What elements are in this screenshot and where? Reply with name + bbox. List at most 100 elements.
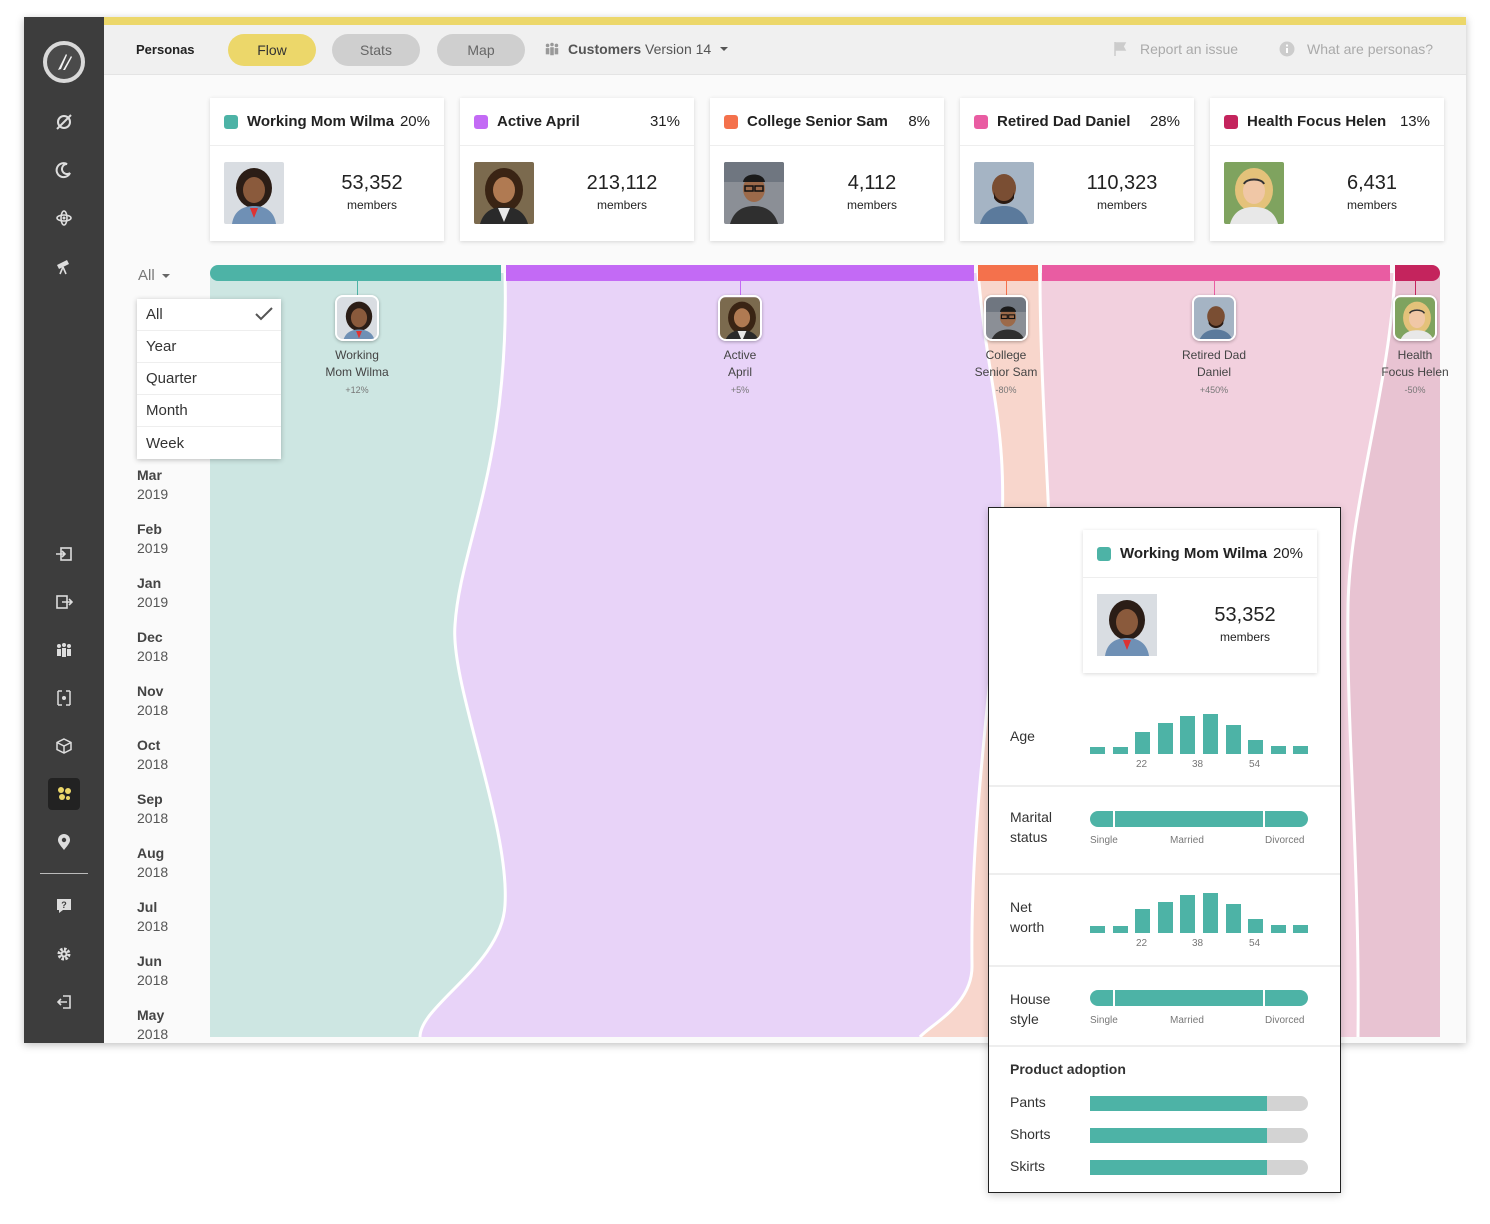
timeline-month: Jun 2018: [137, 952, 197, 990]
marital-status-bar[interactable]: [1090, 811, 1308, 827]
avatar: [1224, 162, 1284, 224]
flow-segment[interactable]: [978, 265, 1038, 281]
marker-label-line2: Daniel: [1196, 365, 1232, 379]
location-pin-icon[interactable]: [52, 830, 76, 854]
personas-icon[interactable]: [52, 782, 76, 806]
persona-marker[interactable]: Health Focus Helen -50%: [1365, 295, 1465, 399]
avatar: [974, 162, 1034, 224]
period-selector[interactable]: All: [138, 267, 171, 284]
histogram-bar[interactable]: [1203, 714, 1218, 754]
telescope-icon[interactable]: [52, 254, 76, 278]
histogram-bar[interactable]: [1090, 747, 1105, 754]
marker-label-line2: Senior Sam: [974, 365, 1038, 379]
flow-stream-helen: [1347, 273, 1440, 1037]
house-style-bar[interactable]: [1090, 990, 1308, 1006]
flow-segment[interactable]: [1042, 265, 1390, 281]
adoption-bar[interactable]: [1090, 1096, 1308, 1111]
persona-marker[interactable]: Working Mom Wilma +12%: [307, 295, 407, 399]
histogram-bar[interactable]: [1293, 746, 1309, 754]
export-icon[interactable]: [52, 590, 76, 614]
settings-icon[interactable]: [52, 942, 76, 966]
histogram-bar[interactable]: [1157, 902, 1173, 933]
persona-name: Health Focus Helen: [1247, 113, 1387, 130]
card-header: Working Mom Wilma 20%: [210, 98, 444, 146]
persona-card[interactable]: Active April 31% 213,112 members: [460, 98, 694, 241]
period-option-week[interactable]: Week: [137, 427, 281, 459]
persona-card[interactable]: Working Mom Wilma 20% 53,352 members: [210, 98, 444, 241]
age-label: Age: [1010, 728, 1035, 744]
dataset-selector[interactable]: Customers Version 14: [544, 41, 729, 57]
segment-divider: [1113, 990, 1115, 1006]
help-icon[interactable]: ?: [52, 894, 76, 918]
moon-icon[interactable]: [52, 158, 76, 182]
histogram-bar[interactable]: [1248, 740, 1264, 754]
flow-stream-april: [420, 273, 1003, 1037]
month-name: Oct: [137, 737, 161, 753]
histogram-bar[interactable]: [1270, 746, 1286, 754]
sidebar-active-highlight: [48, 778, 80, 810]
period-option-year[interactable]: Year: [137, 331, 281, 363]
period-option-quarter[interactable]: Quarter: [137, 363, 281, 395]
flow-segment[interactable]: [506, 265, 974, 281]
popup-persona-card[interactable]: Working Mom Wilma 20% 53,352 members: [1083, 530, 1317, 673]
rocket-slash-icon[interactable]: [52, 110, 76, 134]
month-year: 2018: [137, 918, 169, 934]
histogram-bar[interactable]: [1248, 919, 1264, 933]
period-option-all[interactable]: All: [137, 299, 281, 331]
histogram-bar[interactable]: [1225, 725, 1241, 754]
adoption-bar-fill: [1090, 1096, 1267, 1111]
histogram-bar[interactable]: [1112, 926, 1128, 933]
persona-card[interactable]: Health Focus Helen 13% 6,431 members: [1210, 98, 1444, 241]
flag-icon: [1114, 42, 1127, 56]
histogram-bar[interactable]: [1180, 895, 1196, 933]
histogram-bar[interactable]: [1293, 925, 1309, 933]
histogram-bar[interactable]: [1203, 893, 1218, 933]
histogram-bar[interactable]: [1180, 716, 1196, 754]
tab-stats[interactable]: Stats: [332, 34, 420, 66]
tab-flow[interactable]: Flow: [228, 34, 316, 66]
adoption-bar[interactable]: [1090, 1160, 1308, 1175]
report-issue-label: Report an issue: [1140, 41, 1239, 57]
transform-icon[interactable]: [52, 686, 76, 710]
avatar: [474, 162, 534, 224]
marker-label-line2: Mom Wilma: [325, 365, 389, 379]
persona-marker[interactable]: Retired Dad Daniel +450%: [1164, 295, 1264, 399]
persona-card[interactable]: College Senior Sam 8% 4,112 members: [710, 98, 944, 241]
logout-icon[interactable]: [52, 990, 76, 1014]
histogram-bar[interactable]: [1270, 925, 1286, 933]
month-name: Jul: [137, 899, 158, 915]
avatar: [224, 162, 284, 224]
histogram-bar[interactable]: [1090, 926, 1105, 933]
histogram-bar[interactable]: [1135, 732, 1151, 754]
what-are-personas-link[interactable]: What are personas?: [1279, 41, 1433, 57]
cube-icon[interactable]: [52, 734, 76, 758]
histogram-bar[interactable]: [1135, 909, 1151, 933]
app-logo[interactable]: [43, 41, 85, 83]
period-option-label: Quarter: [146, 370, 197, 387]
histogram-bar[interactable]: [1112, 747, 1128, 754]
persona-marker[interactable]: Active April +5%: [690, 295, 790, 399]
avatar: [335, 295, 379, 341]
import-icon[interactable]: [52, 542, 76, 566]
marker-label-line1: College: [985, 348, 1027, 362]
timeline-month: Jul 2018: [137, 898, 197, 936]
histogram-bar[interactable]: [1225, 904, 1241, 933]
histogram-bar[interactable]: [1157, 723, 1173, 754]
persona-color-swatch: [1224, 114, 1238, 129]
persona-card[interactable]: Retired Dad Daniel 28% 110,323 members: [960, 98, 1194, 241]
popup-persona-name: Working Mom Wilma: [1120, 545, 1268, 562]
persona-marker[interactable]: College Senior Sam -80%: [956, 295, 1056, 399]
marker-change: +5%: [730, 385, 750, 395]
adoption-bar[interactable]: [1090, 1128, 1308, 1143]
timeline-month: Mar 2019: [137, 466, 197, 504]
period-option-month[interactable]: Month: [137, 395, 281, 427]
report-issue-link[interactable]: Report an issue: [1112, 41, 1238, 57]
flow-segment[interactable]: [1395, 265, 1440, 281]
networth-label-line1: Net: [1010, 899, 1032, 915]
people-icon[interactable]: [52, 638, 76, 662]
month-year: 2019: [137, 540, 169, 556]
card-header: Retired Dad Daniel 28%: [960, 98, 1194, 146]
atom-icon[interactable]: [52, 206, 76, 230]
tab-map[interactable]: Map: [437, 34, 525, 66]
flow-segment[interactable]: [210, 265, 501, 281]
